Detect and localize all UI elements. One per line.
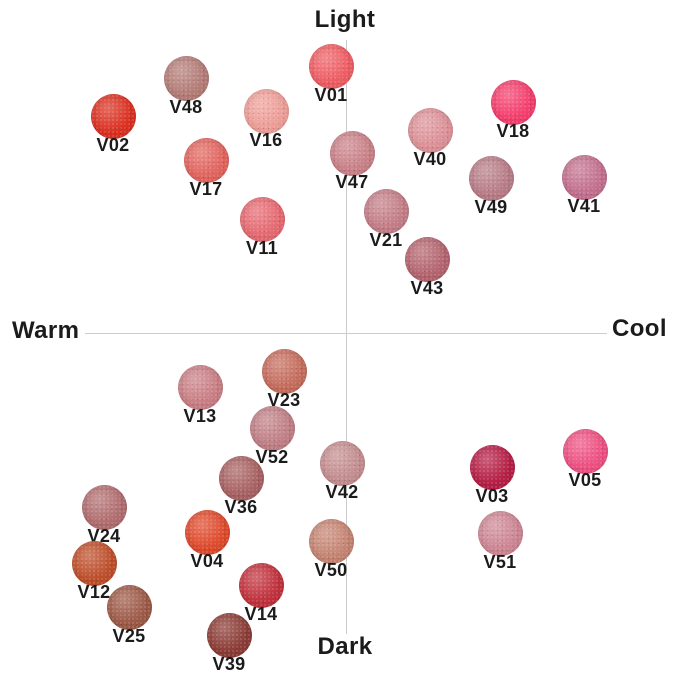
shade-label-v47: V47 <box>335 172 369 192</box>
shade-label-v51: V51 <box>483 552 517 572</box>
axis-label-warm: Warm <box>12 317 80 344</box>
shade-swatch-v11 <box>239 196 285 242</box>
shade-swatch-v04 <box>184 509 230 555</box>
shade-swatch-v18 <box>490 79 536 125</box>
shade-swatch-v01 <box>308 43 354 89</box>
shade-swatch-v36 <box>218 455 264 501</box>
shade-label-v50: V50 <box>314 560 348 580</box>
shade-label-v43: V43 <box>410 278 444 298</box>
shade-label-v01: V01 <box>314 85 348 105</box>
shade-swatch-v23 <box>261 348 307 394</box>
shade-label-v40: V40 <box>413 149 447 169</box>
axis-label-light: Light <box>314 6 376 33</box>
shade-label-v13: V13 <box>183 406 217 426</box>
shade-swatch-v17 <box>183 137 229 183</box>
shade-swatch-v49 <box>468 155 514 201</box>
shade-label-v04: V04 <box>190 551 224 571</box>
shade-label-v36: V36 <box>224 497 258 517</box>
shade-swatch-v41 <box>561 154 607 200</box>
shade-swatch-v42 <box>319 440 365 486</box>
shade-swatch-v21 <box>363 188 409 234</box>
shade-label-v12: V12 <box>77 582 111 602</box>
shade-label-v52: V52 <box>255 447 289 467</box>
shade-label-v41: V41 <box>567 196 601 216</box>
shade-label-v02: V02 <box>96 135 130 155</box>
shade-label-v49: V49 <box>474 197 508 217</box>
shade-swatch-v52 <box>249 405 295 451</box>
shade-swatch-v12 <box>71 540 117 586</box>
shade-label-v18: V18 <box>496 121 530 141</box>
shade-label-v42: V42 <box>325 482 359 502</box>
shade-swatch-v48 <box>163 55 209 101</box>
shade-swatch-v03 <box>469 444 515 490</box>
shade-swatch-v51 <box>477 510 523 556</box>
shade-swatch-v39 <box>206 612 252 658</box>
shade-swatch-v24 <box>81 484 127 530</box>
shade-label-v14: V14 <box>244 604 278 624</box>
shade-swatch-v05 <box>562 428 608 474</box>
shade-swatch-v47 <box>329 130 375 176</box>
shade-label-v23: V23 <box>267 390 301 410</box>
shade-swatch-v50 <box>308 518 354 564</box>
shade-swatch-v16 <box>243 88 289 134</box>
axis-line-horizontal <box>85 333 607 334</box>
shade-label-v39: V39 <box>212 654 246 674</box>
shade-swatch-v40 <box>407 107 453 153</box>
shade-swatch-v43 <box>404 236 450 282</box>
shade-swatch-v13 <box>177 364 223 410</box>
shade-label-v16: V16 <box>249 130 283 150</box>
shade-label-v05: V05 <box>568 470 602 490</box>
shade-label-v03: V03 <box>475 486 509 506</box>
shade-swatch-v25 <box>106 584 152 630</box>
shade-swatch-v14 <box>238 562 284 608</box>
shade-label-v11: V11 <box>246 238 278 258</box>
shade-label-v17: V17 <box>189 179 223 199</box>
shade-label-v25: V25 <box>112 626 146 646</box>
shade-label-v21: V21 <box>369 230 403 250</box>
axis-label-dark: Dark <box>317 633 373 660</box>
axis-line-vertical <box>346 40 347 634</box>
shade-swatch-v02 <box>90 93 136 139</box>
shade-label-v48: V48 <box>169 97 203 117</box>
axis-label-cool: Cool <box>612 315 667 342</box>
